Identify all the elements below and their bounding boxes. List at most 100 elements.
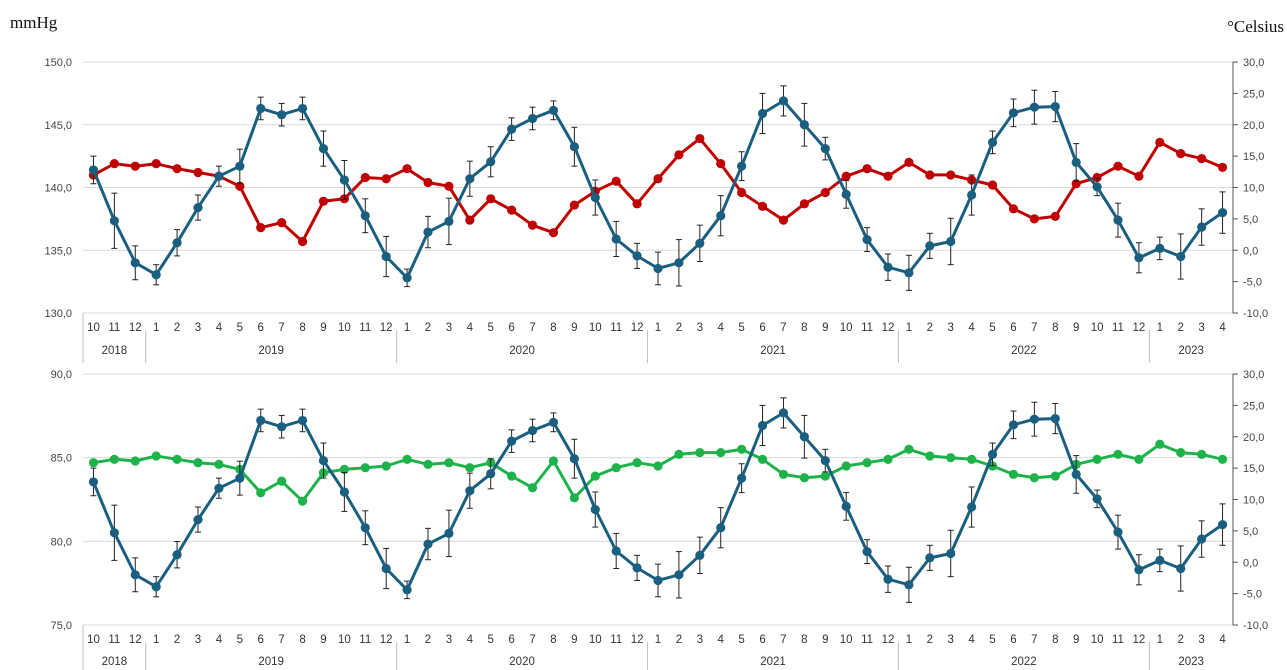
- x-tick-label: 1: [153, 634, 159, 646]
- series-line: [92, 411, 1224, 592]
- data-point: [277, 218, 287, 228]
- blood-pressure-diastolic-panel: 90,0 85,0 80,0 75,0 30,0 25,0 20,0 15,0 10,0 5,0 0…: [51, 369, 1268, 670]
- data-point: [1092, 172, 1102, 183]
- data-point: [653, 575, 663, 586]
- blood-pressure-systolic-panel: 150,0145,0140,0135,0130,030,025,020,015,…: [44, 57, 1268, 363]
- data-point: [151, 582, 161, 592]
- x-year-label: 2018: [102, 345, 128, 357]
- x-tick-label: 7: [278, 322, 284, 334]
- data-point: [737, 161, 747, 171]
- data-point: [925, 451, 935, 461]
- y2-tick-label: 0,0: [1243, 245, 1258, 257]
- data-point: [967, 190, 977, 200]
- y2-tick-label: -10,0: [1243, 308, 1268, 320]
- data-point: [381, 461, 391, 471]
- data-point: [381, 563, 391, 574]
- data-point: [256, 223, 266, 233]
- data-point: [569, 493, 579, 503]
- data-point: [172, 238, 182, 248]
- x-tick-label: 4: [216, 322, 223, 334]
- data-point: [737, 444, 747, 454]
- data-point: [1029, 214, 1039, 224]
- data-point: [1113, 527, 1123, 537]
- x-tick-label: 9: [822, 634, 828, 646]
- data-point: [904, 157, 914, 167]
- data-point: [172, 164, 182, 174]
- y2-tick-label: 20,0: [1243, 120, 1264, 132]
- x-tick-label: 1: [404, 634, 410, 646]
- data-point: [695, 133, 705, 144]
- data-point: [381, 251, 391, 262]
- data-point: [339, 487, 349, 497]
- data-point: [1134, 253, 1144, 263]
- y-tick-label: 75,0: [51, 620, 72, 632]
- data-point: [1008, 108, 1019, 118]
- data-point: [1008, 204, 1019, 214]
- x-tick-label: 7: [780, 322, 786, 334]
- data-point: [1050, 211, 1060, 221]
- data-point: [1071, 469, 1081, 479]
- x-tick-label: 3: [195, 322, 201, 334]
- data-point: [109, 528, 119, 538]
- y-tick-label: 150,0: [44, 57, 72, 69]
- data-point: [862, 234, 872, 245]
- data-point: [967, 502, 977, 512]
- x-tick-label: 6: [759, 634, 765, 646]
- x-tick-label: 2: [425, 634, 431, 646]
- right-unit-label: °Celsius: [1227, 17, 1284, 36]
- x-tick-label: 12: [882, 322, 895, 334]
- data-point: [235, 181, 245, 191]
- x-tick-label: 12: [631, 322, 644, 334]
- x-tick-label: 4: [718, 322, 725, 334]
- data-point: [486, 157, 496, 167]
- data-point: [883, 171, 893, 181]
- y2-tick-label: 15,0: [1243, 463, 1264, 475]
- data-point: [151, 159, 161, 169]
- data-point: [1008, 420, 1019, 430]
- data-point: [757, 454, 768, 464]
- x-tick-label: 7: [529, 634, 535, 646]
- x-year-label: 2020: [509, 345, 535, 357]
- x-tick-label: 12: [882, 634, 895, 646]
- data-point: [1113, 215, 1123, 225]
- data-point: [1217, 162, 1228, 173]
- x-tick-label: 6: [258, 634, 264, 646]
- data-point: [402, 164, 412, 174]
- x-tick-label: 5: [989, 322, 995, 334]
- data-point: [967, 454, 977, 464]
- data-point: [318, 143, 329, 154]
- x-tick-label: 12: [129, 634, 142, 646]
- data-point: [318, 196, 329, 206]
- data-point: [172, 550, 182, 560]
- data-point: [611, 546, 621, 556]
- x-year-label: 2023: [1178, 656, 1204, 668]
- data-point: [1197, 154, 1207, 164]
- y-tick-label: 85,0: [51, 453, 72, 465]
- x-year-label: 2019: [258, 656, 284, 668]
- data-point: [1092, 494, 1102, 504]
- data-point: [653, 263, 663, 274]
- data-point: [527, 220, 538, 230]
- data-point: [1217, 208, 1228, 218]
- x-tick-label: 8: [1052, 634, 1058, 646]
- data-point: [193, 458, 203, 468]
- data-point: [402, 273, 412, 283]
- data-point: [109, 454, 119, 464]
- x-tick-label: 2: [174, 634, 180, 646]
- data-point: [548, 456, 559, 466]
- data-point: [590, 471, 600, 481]
- data-point: [402, 454, 412, 464]
- y2-tick-label: 15,0: [1243, 151, 1264, 163]
- data-point: [1197, 222, 1207, 232]
- data-point: [193, 514, 203, 525]
- y2-tick-label: 0,0: [1243, 557, 1258, 569]
- data-point: [297, 103, 308, 114]
- x-tick-label: 7: [1031, 634, 1037, 646]
- x-tick-label: 8: [801, 322, 807, 334]
- x-tick-label: 1: [655, 634, 661, 646]
- x-tick-label: 9: [1073, 634, 1079, 646]
- data-point: [256, 415, 266, 426]
- data-point: [360, 211, 370, 221]
- x-tick-label: 2: [425, 322, 431, 334]
- data-point: [1176, 563, 1186, 574]
